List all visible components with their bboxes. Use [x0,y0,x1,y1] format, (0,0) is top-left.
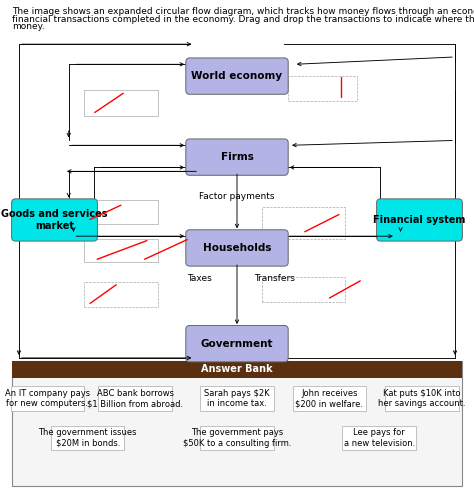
Text: Households: Households [203,243,271,253]
Bar [84,90,157,116]
Text: World economy: World economy [191,71,283,81]
Bar [262,277,345,302]
Text: An IT company pays
for new computers.: An IT company pays for new computers. [5,389,90,409]
Text: Firms: Firms [220,152,254,162]
Text: financial transactions completed in the economy. Drag and drop the transactions : financial transactions completed in the … [12,15,474,24]
Text: Kat puts $10K into
her savings account.: Kat puts $10K into her savings account. [378,389,465,409]
Text: John receives
$200 in welfare.: John receives $200 in welfare. [295,389,364,409]
Text: Government: Government [201,339,273,349]
Bar [292,386,366,411]
Text: Goods and services
market: Goods and services market [1,209,108,231]
Text: The image shows an expanded circular flow diagram, which tracks how money flows : The image shows an expanded circular flo… [12,7,474,16]
Text: money.: money. [12,22,45,31]
Bar [84,282,157,307]
Text: Taxes: Taxes [187,274,211,283]
Bar [262,207,345,239]
Text: Factor payments: Factor payments [199,192,275,201]
Bar [12,361,462,378]
Text: Financial system: Financial system [374,215,465,225]
FancyBboxPatch shape [11,199,98,241]
Text: The government pays
$50K to a consulting firm.: The government pays $50K to a consulting… [183,428,291,448]
Bar [98,386,172,411]
Text: ABC bank borrows
$1 Billion from abroad.: ABC bank borrows $1 Billion from abroad. [87,389,183,409]
FancyBboxPatch shape [186,326,288,362]
Bar [385,386,459,411]
FancyBboxPatch shape [186,58,288,94]
Bar [51,426,124,450]
Bar [11,386,84,411]
Text: The government issues
$20M in bonds.: The government issues $20M in bonds. [38,428,137,448]
Bar [12,361,462,486]
Bar [342,426,416,450]
FancyBboxPatch shape [186,230,288,266]
Text: Lee pays for
a new television.: Lee pays for a new television. [344,428,415,448]
Text: Answer Bank: Answer Bank [201,364,273,375]
FancyBboxPatch shape [186,139,288,175]
Bar [288,76,357,101]
Bar [200,386,274,411]
Bar [84,200,157,224]
Bar [200,426,274,450]
Text: Sarah pays $2K
in income tax.: Sarah pays $2K in income tax. [204,389,270,409]
Bar [84,239,157,262]
Text: Transfers: Transfers [255,274,295,283]
FancyBboxPatch shape [376,199,462,241]
